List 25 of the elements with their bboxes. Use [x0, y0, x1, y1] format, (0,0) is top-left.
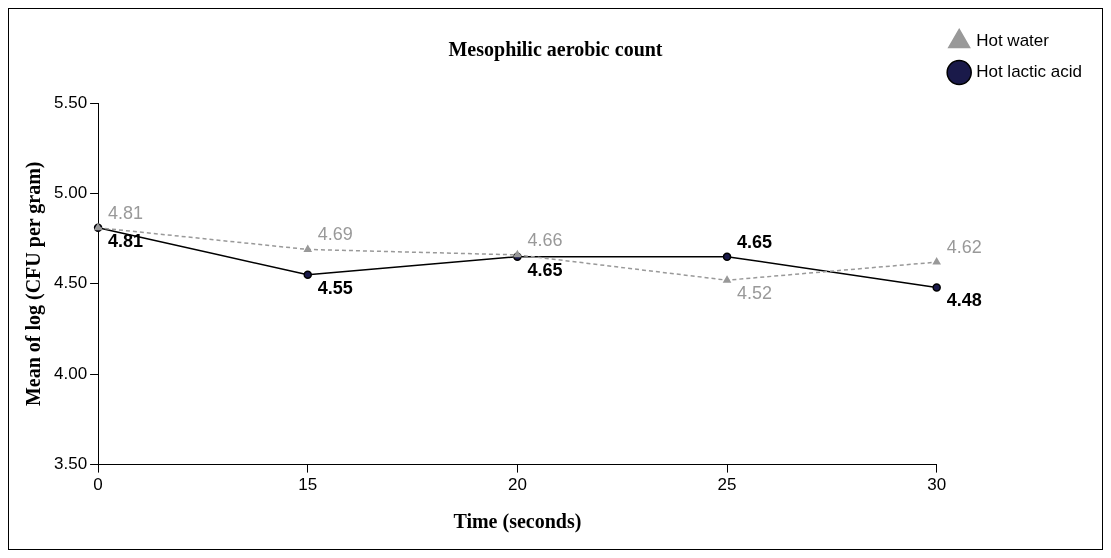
x-tick-label: 30: [927, 475, 947, 495]
data-label: 4.52: [737, 283, 773, 304]
data-label: 4.65: [527, 259, 563, 280]
data-label: 4.81: [108, 202, 144, 223]
legend-label: Hot water: [976, 31, 1050, 51]
data-label: 4.55: [317, 277, 353, 298]
x-tick-label: 15: [298, 475, 318, 495]
data-label: 4.48: [946, 290, 982, 311]
y-tick-label: 5.50: [53, 92, 88, 112]
y-tick-label: 5.00: [53, 183, 88, 203]
data-label: 4.81: [108, 230, 144, 251]
chart-title: Mesophilic aerobic count: [448, 38, 663, 62]
data-label: 4.66: [527, 229, 563, 250]
y-axis-title: Mean of log (CFU per gram): [22, 161, 46, 407]
x-axis-title: Time (seconds): [453, 510, 582, 534]
x-tick-label: 0: [93, 475, 103, 495]
x-tick-label: 25: [717, 475, 737, 495]
y-tick-label: 4.50: [53, 273, 88, 293]
legend-label: Hot lactic acid: [976, 62, 1083, 82]
data-label: 4.65: [737, 231, 773, 252]
y-tick-label: 3.50: [53, 454, 88, 474]
data-label: 4.69: [317, 224, 353, 245]
data-label: 4.62: [946, 237, 982, 258]
y-tick-label: 4.00: [53, 363, 88, 383]
x-tick-label: 20: [507, 475, 527, 495]
